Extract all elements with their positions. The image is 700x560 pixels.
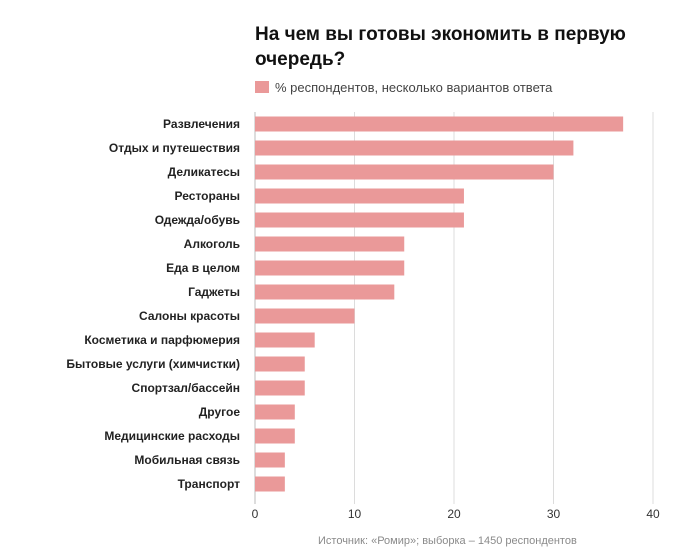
legend-swatch bbox=[255, 81, 269, 93]
chart-title: На чем вы готовы экономить в первую очер… bbox=[255, 24, 626, 70]
category-label-14: Медицинские расходы bbox=[104, 429, 240, 443]
category-label-10: Косметика и парфюмерия bbox=[84, 333, 240, 347]
x-tick-label-20: 20 bbox=[447, 507, 461, 521]
category-label-6: Алкоголь bbox=[184, 237, 240, 251]
category-label-3: Деликатесы bbox=[168, 165, 240, 179]
bar-5 bbox=[255, 212, 464, 228]
category-label-12: Спортзал/бассейн bbox=[132, 381, 240, 395]
category-label-9: Салоны красоты bbox=[139, 309, 240, 323]
category-label-5: Одежда/обувь bbox=[155, 213, 240, 227]
bar-8 bbox=[255, 284, 395, 300]
legend: % респондентов, несколько вариантов отве… bbox=[255, 79, 552, 95]
category-label-8: Гаджеты bbox=[188, 285, 240, 299]
category-label-4: Рестораны bbox=[175, 189, 240, 203]
category-label-7: Еда в целом bbox=[166, 261, 240, 275]
legend-label: % респондентов, несколько вариантов отве… bbox=[275, 79, 553, 95]
category-label-13: Другое bbox=[199, 405, 241, 419]
category-label-2: Отдых и путешествия bbox=[109, 141, 240, 155]
bar-10 bbox=[255, 332, 315, 348]
bar-13 bbox=[255, 404, 295, 420]
bar-1 bbox=[255, 116, 624, 132]
bar-11 bbox=[255, 356, 305, 372]
category-label-11: Бытовые услуги (химчистки) bbox=[66, 357, 240, 371]
x-tick-label-0: 0 bbox=[252, 507, 259, 521]
bar-6 bbox=[255, 236, 405, 252]
bar-7 bbox=[255, 260, 405, 276]
bars bbox=[255, 116, 624, 492]
bar-16 bbox=[255, 476, 285, 492]
x-axis-ticks: 0 10 20 30 40 bbox=[252, 507, 660, 521]
bar-12 bbox=[255, 380, 305, 396]
bar-3 bbox=[255, 164, 554, 180]
x-tick-label-30: 30 bbox=[547, 507, 561, 521]
x-tick-label-40: 40 bbox=[646, 507, 660, 521]
bar-4 bbox=[255, 188, 464, 204]
bar-14 bbox=[255, 428, 295, 444]
category-label-15: Мобильная связь bbox=[134, 453, 240, 467]
category-labels: Развлечения Отдых и путешествия Деликатесы… bbox=[66, 117, 240, 491]
bar-9 bbox=[255, 308, 355, 324]
source-note: Источник: «Ромир»; выборка – 1450 респон… bbox=[318, 535, 577, 547]
bar-2 bbox=[255, 140, 574, 156]
category-label-1: Развлечения bbox=[163, 117, 240, 131]
bar-15 bbox=[255, 452, 285, 468]
category-label-16: Транспорт bbox=[178, 477, 241, 491]
x-tick-label-10: 10 bbox=[348, 507, 362, 521]
